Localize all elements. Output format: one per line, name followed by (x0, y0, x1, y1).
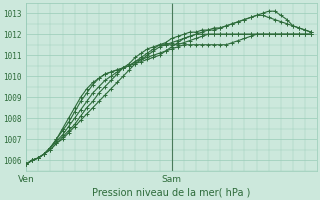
X-axis label: Pression niveau de la mer( hPa ): Pression niveau de la mer( hPa ) (92, 187, 251, 197)
